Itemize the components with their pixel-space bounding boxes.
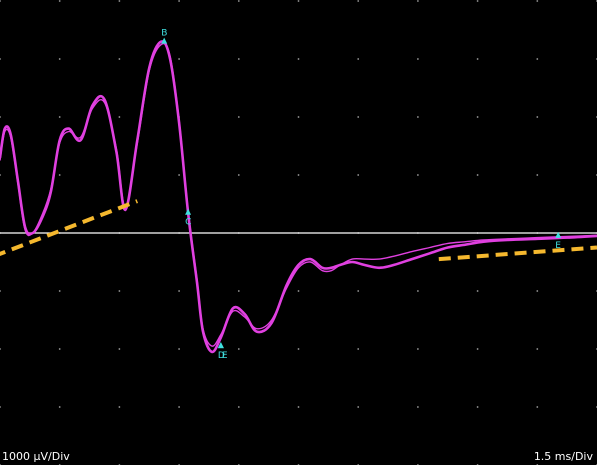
grid-dot <box>0 0 1 2</box>
grid-dot <box>58 174 61 176</box>
grid-dot <box>476 58 479 60</box>
grid-dot <box>58 116 61 118</box>
grid-dot <box>297 290 300 292</box>
grid-dot <box>237 58 240 60</box>
marker-b[interactable]: B <box>161 29 167 44</box>
grid-dot <box>178 174 181 176</box>
marker-triangle-icon <box>555 231 562 238</box>
grid-dot <box>417 406 419 408</box>
marker-e[interactable]: E <box>217 342 228 361</box>
marker-triangle-icon <box>217 342 224 349</box>
grid-dot <box>178 290 181 292</box>
grid-dot <box>58 290 61 292</box>
marker-label: C <box>185 218 191 228</box>
grid-dot <box>178 406 181 408</box>
grid-dot <box>297 116 300 118</box>
grid-dot <box>58 406 61 408</box>
grid-dot <box>118 348 121 350</box>
grid-dot <box>357 406 360 408</box>
grid-dot <box>118 406 121 408</box>
grid-dot <box>417 0 419 2</box>
marker-e[interactable]: E <box>555 231 562 251</box>
grid-dot <box>237 116 240 118</box>
baseline-fit-lines <box>0 199 597 262</box>
grid-dot <box>417 290 419 292</box>
grid-dot <box>297 174 300 176</box>
marker-triangle-icon <box>185 208 192 215</box>
marker-c[interactable]: C <box>185 208 192 228</box>
grid-dot <box>0 116 1 118</box>
waveform-trace-2 <box>0 42 597 347</box>
marker-label: B <box>161 29 167 39</box>
grid-dot <box>536 348 539 350</box>
grid-dot <box>476 116 479 118</box>
grid-dot <box>357 116 360 118</box>
grid-dot <box>0 58 1 60</box>
grid-dot <box>417 58 419 60</box>
grid-dot <box>536 174 539 176</box>
grid-dot <box>357 174 360 176</box>
grid-dot <box>536 58 539 60</box>
grid-dot <box>178 0 181 2</box>
grid-dot <box>297 0 300 2</box>
grid-dot <box>476 406 479 408</box>
baseline-fit-1 <box>0 199 139 257</box>
grid-dot <box>237 0 240 2</box>
marker-label: E <box>222 351 228 361</box>
grid-dot <box>536 116 539 118</box>
grid-dot <box>178 58 181 60</box>
grid-dot <box>476 290 479 292</box>
grid-dot <box>357 58 360 60</box>
grid-dot <box>417 116 419 118</box>
y-scale-label: 1000 µV/Div <box>2 450 70 463</box>
grid-dot <box>417 348 419 350</box>
waveform-traces <box>0 40 597 354</box>
grid-dot <box>357 348 360 350</box>
grid-dot <box>297 58 300 60</box>
grid-dot <box>476 348 479 350</box>
grid-dot <box>0 290 1 292</box>
grid-dot <box>536 406 539 408</box>
marker-label: E <box>555 241 561 251</box>
grid-dot <box>536 0 539 2</box>
grid-dot <box>237 406 240 408</box>
grid-dot <box>58 0 61 2</box>
grid-dot <box>357 0 360 2</box>
grid-dot <box>297 348 300 350</box>
grid-dot <box>0 348 1 350</box>
grid-dot <box>237 348 240 350</box>
grid-dot <box>178 348 181 350</box>
grid-dot <box>297 406 300 408</box>
grid-dot <box>118 290 121 292</box>
grid-dot <box>118 58 121 60</box>
grid-dot <box>357 290 360 292</box>
baseline-fit-2 <box>438 245 597 262</box>
grid-dot <box>118 0 121 2</box>
marker-triangle-icon <box>161 37 168 44</box>
grid-dot <box>536 290 539 292</box>
marker-label: D <box>218 351 225 361</box>
x-scale-label: 1.5 ms/Div <box>533 450 593 463</box>
grid-dot <box>237 174 240 176</box>
grid-dot <box>237 290 240 292</box>
grid-dot <box>0 174 1 176</box>
grid-dot <box>58 58 61 60</box>
grid-dot <box>476 174 479 176</box>
grid-dot <box>58 348 61 350</box>
grid-dot <box>0 406 1 408</box>
grid-dot <box>476 0 479 2</box>
waveform-trace-1 <box>0 40 597 354</box>
grid-dot <box>118 116 121 118</box>
grid-dot <box>417 174 419 176</box>
